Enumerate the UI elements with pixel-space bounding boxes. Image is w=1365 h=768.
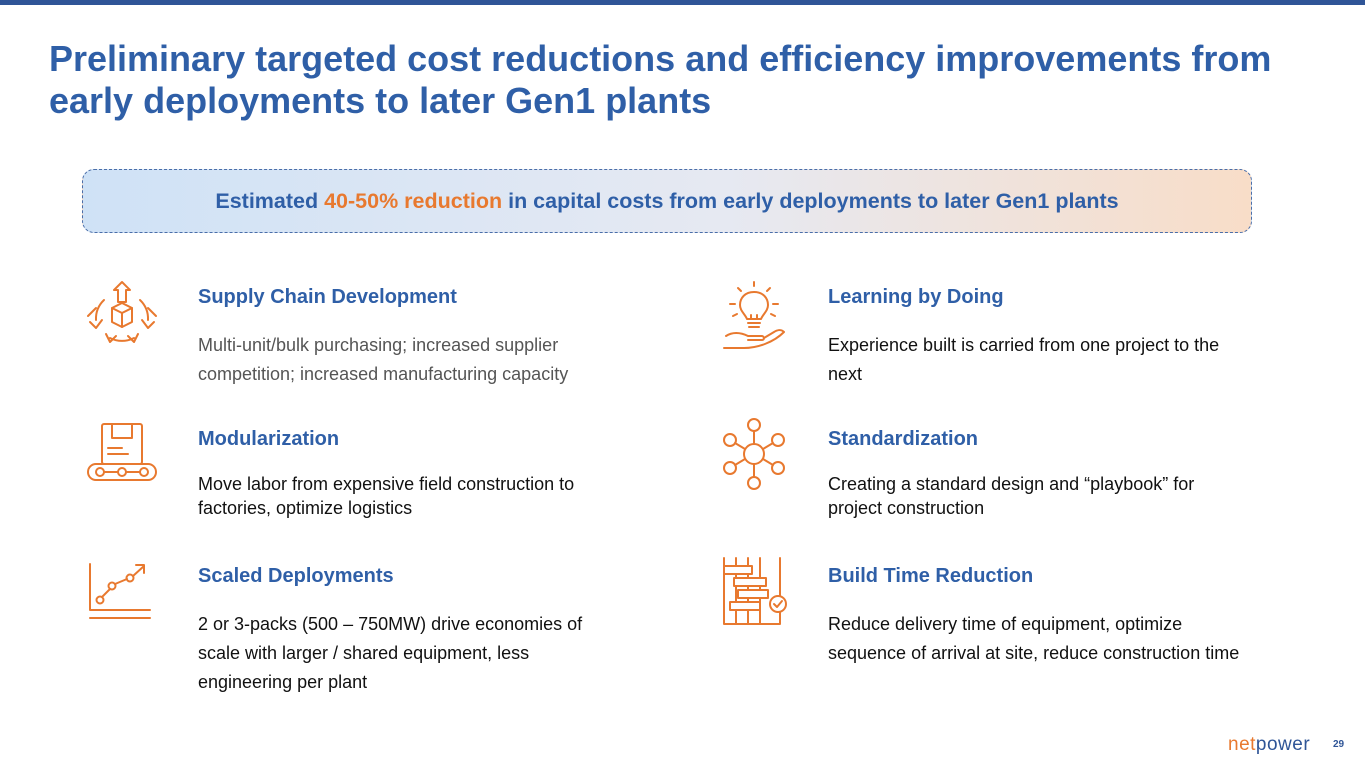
banner-prefix: Estimated (215, 188, 325, 213)
item-title-modularization: Modularization (198, 428, 340, 450)
supply-chain-icon (86, 278, 158, 350)
banner-highlight: 40-50% reduction (324, 188, 503, 213)
item-title-supply-chain: Supply Chain Development (198, 286, 457, 308)
item-desc-learning: Experience built is carried from one pro… (828, 335, 1220, 384)
item-title-learning: Learning by Doing (828, 286, 1004, 308)
item-desc-scaled: 2 or 3-packs (500 – 750MW) drive economi… (198, 614, 583, 692)
item-desc-standardization: Creating a standard design and “playbook… (828, 474, 1195, 518)
item-title-standardization: Standardization (828, 428, 979, 450)
item-title-build-time: Build Time Reduction (828, 565, 1034, 587)
growth-chart-icon (86, 558, 158, 630)
top-accent-bar (0, 0, 1365, 5)
item-desc-supply-chain: Multi-unit/bulk purchasing; increased su… (198, 335, 569, 384)
gantt-schedule-icon (718, 556, 790, 628)
summary-banner: Estimated 40-50% reduction in capital co… (82, 169, 1252, 233)
page-title: Preliminary targeted cost reductions and… (49, 38, 1272, 121)
item-desc-modularization: Move labor from expensive field construc… (198, 474, 575, 518)
item-title-scaled: Scaled Deployments (198, 565, 394, 587)
netpower-logo: netpower (1228, 734, 1311, 755)
conveyor-box-icon (86, 420, 158, 492)
item-desc-build-time: Reduce delivery time of equipment, optim… (828, 614, 1240, 663)
network-nodes-icon (718, 418, 790, 490)
lightbulb-hand-icon (718, 280, 790, 352)
page-number: 29 (1333, 739, 1345, 750)
banner-suffix: in capital costs from early deployments … (502, 188, 1119, 213)
